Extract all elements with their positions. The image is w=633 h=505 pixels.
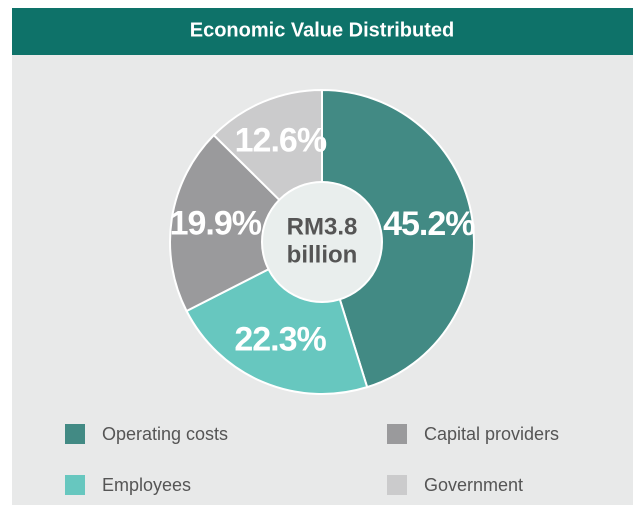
value-label: 12.6% [235,121,327,159]
donut-hole [261,181,383,303]
chart-title: Economic Value Distributed [190,19,455,41]
legend-swatch [387,475,407,495]
legend-label: Employees [102,475,191,495]
value-label: 22.3% [234,321,326,359]
legend-swatch [387,424,407,444]
legend-swatch [65,424,85,444]
legend-label: Capital providers [424,424,559,444]
center-label: RM3.8 [287,213,358,240]
value-label: 45.2% [383,205,475,243]
legend-label: Government [424,475,523,495]
center-label: billion [287,241,358,268]
pie-slice [169,133,324,313]
pie-slice [321,88,475,389]
title-bar [12,8,633,55]
legend-label: Operating costs [102,424,228,444]
value-label: 19.9% [170,204,262,242]
legend-swatch [65,475,85,495]
